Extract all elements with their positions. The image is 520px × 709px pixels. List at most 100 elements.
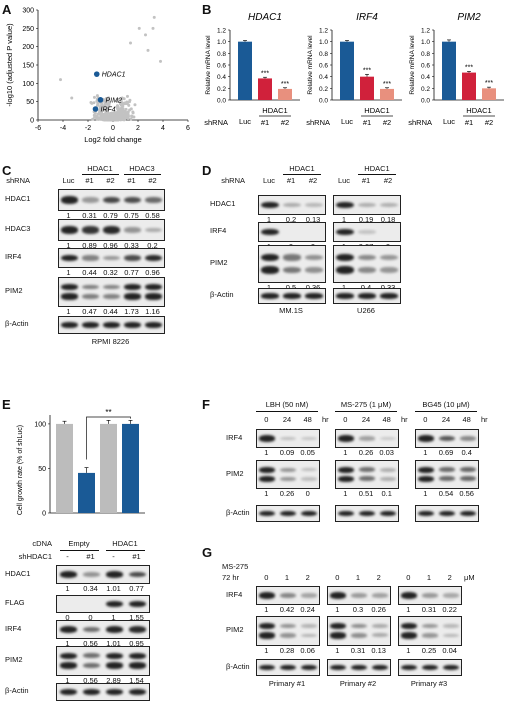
highlight-label: IRF4: [101, 107, 116, 114]
band: [380, 293, 398, 299]
dose-label: 0: [406, 573, 411, 582]
band: [438, 435, 456, 442]
treatment-label: MS-275 (1 μM): [340, 400, 392, 409]
highlight-label: HDAC1: [102, 72, 126, 79]
band: [145, 254, 162, 262]
band: [279, 593, 297, 598]
panel-c-label: C: [2, 163, 12, 178]
scatter-point: [116, 98, 120, 102]
band: [59, 571, 78, 578]
band: [401, 632, 418, 639]
y-tick-label: 0.0: [421, 98, 430, 105]
band: [418, 435, 435, 442]
band: [401, 664, 418, 671]
blot-PIM2: [58, 277, 165, 307]
blot-IRF4: [56, 620, 150, 639]
quant-value: 0.05: [300, 448, 315, 457]
band: [379, 436, 396, 441]
quant-value: 1: [341, 215, 347, 224]
band: [283, 202, 301, 208]
blot-HDAC1: [258, 195, 326, 215]
band: [82, 626, 101, 633]
blot-IRF4: [258, 222, 326, 242]
quant-value: 0.26: [279, 489, 295, 498]
scatter-point: [95, 99, 99, 103]
x-tick-label: 0: [111, 125, 115, 132]
band: [279, 633, 297, 638]
scatter-point: [122, 116, 126, 120]
blot-IRF4: [327, 586, 391, 605]
treatment-label: BG45 (10 μM): [422, 400, 470, 409]
dose-label: 0: [264, 573, 269, 582]
blot-actin: [256, 659, 320, 676]
band: [82, 653, 101, 659]
scatter-point: [126, 117, 130, 121]
band: [82, 688, 101, 696]
quant-value: 1: [66, 307, 71, 316]
quant-value: 0.44: [82, 268, 97, 277]
band: [338, 466, 355, 473]
scatter-point: [92, 101, 96, 105]
blot-PIM2: [333, 245, 401, 283]
panel-g-label: G: [202, 545, 213, 560]
quant-value: 0.54: [438, 489, 454, 498]
quant-value: 0.31: [82, 211, 97, 220]
sample-label: Primary #1: [268, 679, 306, 688]
scatter-point: [110, 118, 114, 122]
blot-actin: [335, 505, 399, 522]
band: [421, 623, 439, 629]
band: [336, 201, 354, 209]
scatter-point: [101, 113, 105, 117]
band: [82, 294, 99, 299]
band: [259, 592, 276, 599]
time-label: 24: [282, 415, 292, 424]
band: [261, 201, 279, 209]
highlight-point: [92, 106, 99, 112]
row-label: PIM2: [210, 258, 228, 267]
band: [103, 321, 120, 329]
scatter-point: [116, 105, 120, 109]
dose-label: 1: [284, 573, 290, 582]
band: [283, 293, 301, 299]
quant-value: 0.22: [442, 605, 457, 614]
unit-label: hr: [401, 415, 408, 424]
band: [82, 255, 99, 261]
blot-β-Actin: [333, 288, 401, 304]
cdna-group: Empty: [68, 539, 90, 548]
y-tick-label: 1.0: [421, 39, 430, 46]
scatter-point: [125, 94, 129, 98]
band: [379, 510, 396, 517]
significance-bracket: [86, 416, 131, 460]
band: [338, 510, 355, 517]
quant-value: 0.04: [442, 646, 457, 655]
time-label: 24: [441, 415, 451, 424]
scatter-point: [98, 107, 102, 111]
band: [371, 633, 388, 638]
blot-HDAC1: [56, 565, 150, 584]
y-tick-label: 0.0: [217, 98, 226, 105]
treatment-underline: [335, 411, 397, 412]
band: [59, 652, 78, 660]
row-label: HDAC3: [5, 224, 31, 233]
band: [418, 475, 435, 482]
band: [336, 253, 354, 262]
sample-label: Primary #2: [339, 679, 377, 688]
y-tick-label: 0.8: [217, 51, 226, 58]
band: [338, 435, 355, 442]
quant-value: 1.55: [129, 613, 144, 622]
y-tick-label: 150: [22, 63, 34, 70]
scatter-point: [152, 15, 156, 19]
quant-value: 0.77: [124, 268, 139, 277]
band: [442, 593, 459, 598]
band: [261, 228, 279, 236]
band: [124, 227, 141, 233]
blot-PIM2: [56, 646, 150, 676]
scatter-point: [107, 103, 111, 107]
y-tick-label: 50: [38, 466, 46, 473]
group-underline: [105, 550, 145, 551]
quant-value: 1.73: [124, 307, 139, 316]
quant-value: 0.31: [350, 646, 366, 655]
highlight-label: PIM2: [106, 97, 122, 104]
band: [305, 266, 323, 273]
time-label: 0: [264, 415, 269, 424]
